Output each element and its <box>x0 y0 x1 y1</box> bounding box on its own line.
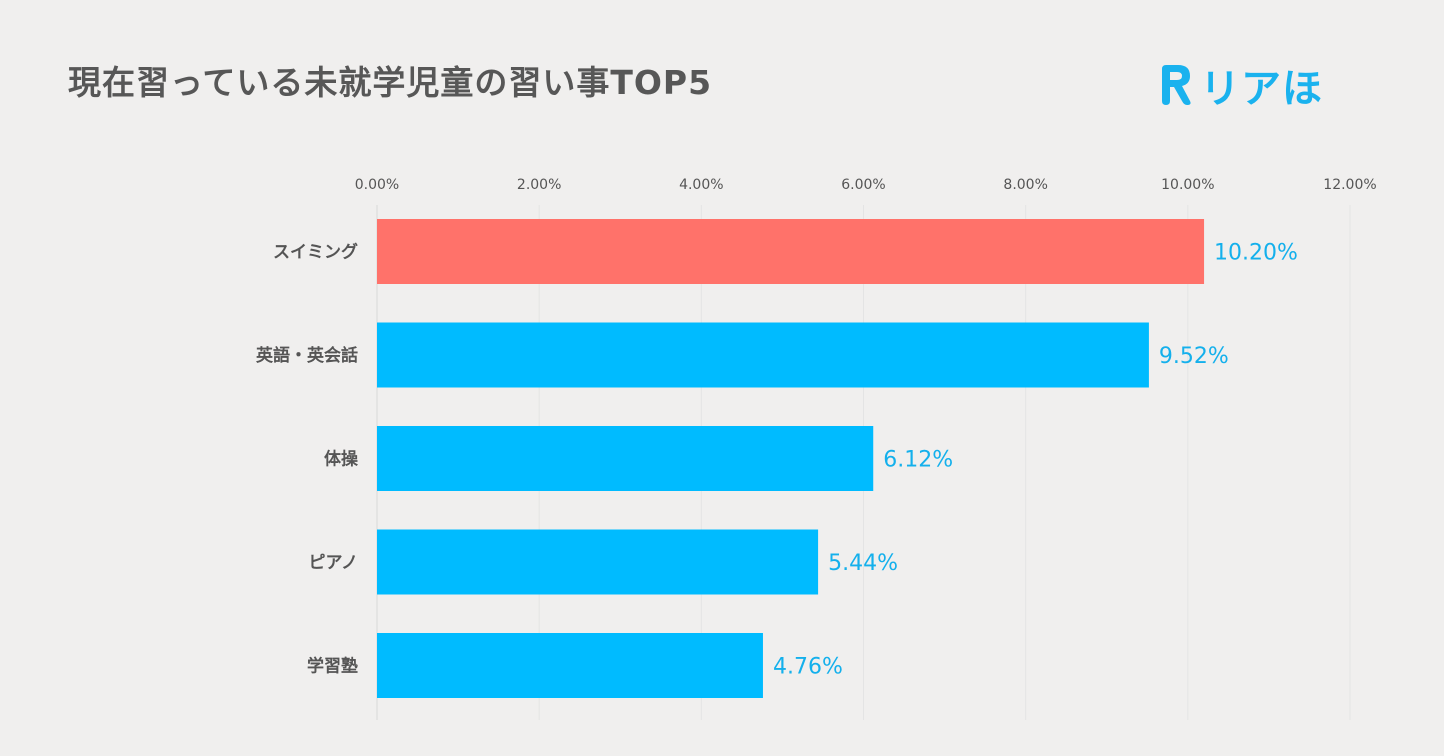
category-label: ピアノ <box>309 553 358 573</box>
chart-bars <box>377 219 1205 698</box>
value-label: 10.20% <box>1214 241 1298 266</box>
bar <box>377 633 763 698</box>
value-label: 9.52% <box>1159 344 1229 369</box>
x-axis-ticks: 0.00% 2.00% 4.00% 6.00% 8.00% 10.00% 12.00% <box>355 177 1377 193</box>
bar <box>377 529 819 595</box>
category-label: 英語・英会話 <box>256 345 358 366</box>
value-label: 6.12% <box>883 448 953 473</box>
x-tick-label: 12.00% <box>1323 177 1376 193</box>
bar <box>377 322 1149 388</box>
brand-logo: リアほ <box>1158 56 1323 114</box>
category-label: 学習塾 <box>307 656 358 677</box>
category-label: 体操 <box>324 449 358 470</box>
x-tick-label: 6.00% <box>841 177 885 193</box>
x-tick-label: 2.00% <box>517 177 561 193</box>
bar <box>377 219 1205 284</box>
x-tick-label: 8.00% <box>1003 177 1047 193</box>
logo-text: リアほ <box>1200 66 1323 112</box>
x-tick-label: 10.00% <box>1161 177 1214 193</box>
x-tick-label: 4.00% <box>679 177 723 193</box>
category-label: スイミング <box>273 242 358 263</box>
r-logo-icon <box>1162 65 1191 105</box>
bar <box>377 426 874 491</box>
value-label: 4.76% <box>773 655 843 680</box>
value-labels: 10.20% 9.52% 6.12% 5.44% 4.76% <box>773 241 1298 680</box>
x-tick-label: 0.00% <box>355 177 399 193</box>
chart-title: 現在習っている未就学児童の習い事TOP5 <box>68 63 713 102</box>
value-label: 5.44% <box>828 551 898 576</box>
